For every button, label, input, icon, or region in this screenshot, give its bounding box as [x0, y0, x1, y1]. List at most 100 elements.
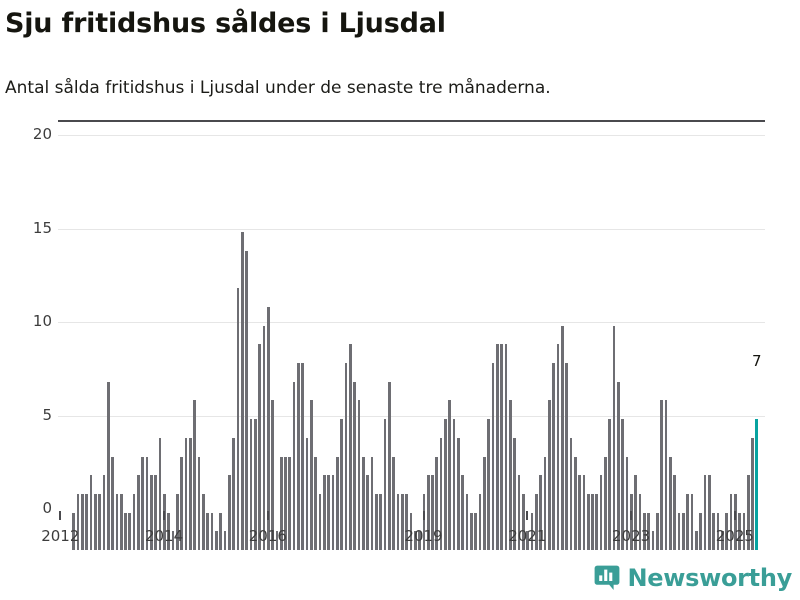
- bar: [452, 419, 456, 550]
- bar: [686, 493, 689, 550]
- bar: [526, 531, 529, 550]
- x-axis-tick-mark: [630, 511, 633, 520]
- bar: [595, 493, 599, 550]
- gridline: [58, 228, 765, 230]
- gridline: [58, 135, 765, 136]
- bar: [340, 419, 344, 550]
- bar: [150, 475, 153, 550]
- bar: [206, 512, 209, 550]
- bar: [608, 419, 612, 550]
- bar: [435, 456, 439, 550]
- y-axis-tick-label: 0: [42, 499, 52, 517]
- bar: [232, 437, 235, 550]
- bar: [93, 493, 97, 550]
- bar: [521, 493, 525, 550]
- bar: [193, 400, 197, 550]
- bar: [729, 493, 733, 550]
- bar: [612, 325, 616, 550]
- bar: [474, 512, 478, 550]
- bar: [439, 437, 443, 550]
- x-axis-tick-label: 2012: [41, 527, 80, 545]
- bar: [89, 475, 93, 550]
- bar: [245, 250, 248, 550]
- x-axis-tick-label: 2019: [404, 527, 443, 545]
- bar: [405, 493, 408, 550]
- bar: [604, 456, 607, 550]
- bar: [357, 400, 361, 550]
- bar: [582, 475, 586, 550]
- bar: [392, 456, 395, 550]
- bar: [677, 512, 681, 550]
- bar: [496, 344, 499, 550]
- bar: [189, 437, 192, 550]
- bar: [738, 512, 741, 550]
- bar: [742, 512, 746, 550]
- bar: [461, 475, 465, 550]
- bar: [509, 400, 512, 550]
- bar: [314, 456, 318, 550]
- y-axis-tick-label: 5: [42, 405, 52, 424]
- bar: [751, 437, 754, 550]
- highlight-value-label: 7: [752, 352, 762, 371]
- bar: [297, 363, 300, 550]
- newsworthy-logo[interactable]: Newsworthy: [594, 564, 792, 592]
- newsworthy-wordmark: Newsworthy: [627, 564, 792, 592]
- bar: [621, 419, 625, 550]
- y-axis-tick-label: 20: [32, 125, 52, 143]
- bar: [180, 456, 184, 550]
- bar: [625, 456, 629, 550]
- bar: [712, 512, 715, 550]
- bar: [72, 512, 75, 550]
- x-axis-tick-label: 2023: [611, 527, 651, 545]
- bar: [681, 512, 685, 550]
- bar: [534, 493, 538, 550]
- bar: [694, 531, 698, 550]
- bar: [630, 493, 633, 550]
- x-axis-tick-mark: [163, 511, 166, 520]
- gridline: [58, 415, 765, 417]
- bar: [145, 456, 149, 550]
- bar-chart-speech-bubble-icon: [594, 565, 620, 591]
- page-subtitle: Antal sålda fritidshus i Ljusdal under d…: [5, 78, 551, 98]
- bar: [517, 475, 521, 550]
- bar: [699, 512, 702, 550]
- y-axis-tick-label: 10: [32, 312, 52, 330]
- bar: [310, 400, 313, 550]
- bar: [690, 493, 694, 550]
- bar: [115, 493, 119, 550]
- bar: [547, 400, 551, 550]
- bar: [457, 437, 460, 550]
- bar: [158, 437, 162, 550]
- x-axis-tick-mark: [266, 511, 269, 520]
- bar: [664, 400, 668, 550]
- x-axis-line: [58, 120, 765, 122]
- bar: [409, 512, 413, 550]
- bar: [331, 475, 335, 550]
- bar: [431, 475, 434, 550]
- bar: [366, 475, 369, 550]
- bar: [539, 475, 542, 550]
- bar: [500, 344, 504, 550]
- bar: [137, 475, 140, 550]
- bar: [448, 400, 452, 550]
- bar: [634, 475, 638, 550]
- bar: [249, 419, 253, 550]
- bar: [470, 512, 473, 550]
- bar: [124, 512, 127, 550]
- bar: [132, 493, 136, 550]
- bar: [552, 363, 555, 550]
- x-axis-tick-mark: [733, 511, 736, 520]
- y-axis-tick-label: 15: [32, 218, 52, 237]
- bar: [111, 456, 114, 550]
- bar: [569, 437, 573, 550]
- bar: [703, 475, 707, 550]
- bar: [154, 475, 158, 550]
- bar: [422, 493, 426, 550]
- x-axis-tick-label: 2025: [715, 527, 754, 545]
- bar: [184, 437, 188, 550]
- bar: [560, 325, 564, 550]
- bar: [586, 493, 590, 550]
- gridline: [58, 322, 765, 323]
- bar: [573, 456, 577, 550]
- bar: [720, 531, 724, 550]
